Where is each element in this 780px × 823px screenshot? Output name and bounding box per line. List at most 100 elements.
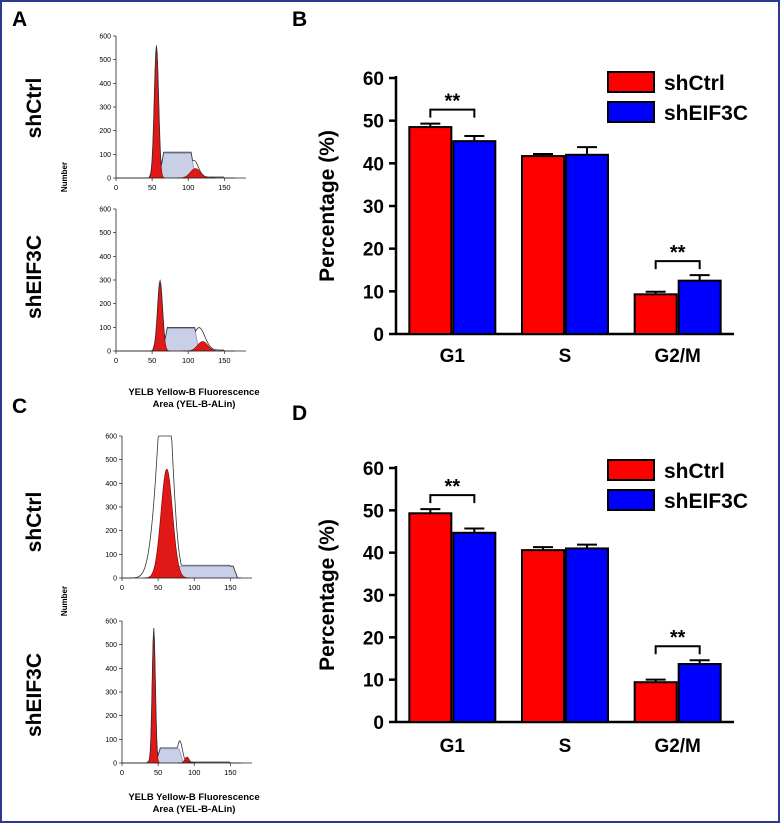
flow-a-shctrl-x-tick-label: 100	[182, 183, 195, 192]
chart-b-significance-bracket	[654, 260, 701, 270]
chart-b-legend-label: shCtrl	[664, 72, 725, 95]
flow-c-shctrl-fit-envelope	[122, 435, 242, 579]
flow-c-shctrl-s-phase-area	[172, 565, 239, 579]
chart-d-y-tick-label: 20	[363, 628, 384, 649]
chart-b-bar	[565, 153, 609, 335]
chart-b-y-axis-title: Percentage (%)	[316, 130, 339, 282]
chart-b-legend-label: shEIF3C	[664, 102, 748, 125]
flow-a-shctrl-x-tick-label: 50	[148, 183, 156, 192]
sample-label-sheif3c-c: shEIF3C	[23, 652, 46, 738]
flow-c-shctrl-y-tick-label: 600	[105, 434, 117, 441]
sample-label-sheif3c-a: shEIF3C	[23, 234, 46, 320]
chart-b-significance-label: **	[445, 91, 461, 113]
chart-b-legend-swatch	[607, 71, 655, 93]
flow-c-sheif3c-y-tick-label: 300	[105, 690, 117, 697]
flow-a-shctrl-y-tick-label: 200	[99, 128, 111, 135]
chart-d-significance-bracket	[429, 494, 476, 504]
flow-c-sheif3c-y-tick-label: 600	[105, 619, 117, 626]
flow-c-sheif3c-y-tick-label: 400	[105, 666, 117, 673]
chart-d-bar	[452, 531, 497, 723]
chart-d-bar	[521, 549, 565, 723]
chart-d-y-tick-label: 10	[363, 671, 384, 692]
flow-panel-c: 0 100 200 300 400 500 600 0 50 100 150 0 100 200 300 4…	[76, 418, 276, 790]
panel-letter-c: C	[12, 395, 28, 418]
flow-c-shctrl-y-tick-label: 0	[113, 576, 117, 583]
flow-c-sheif3c-y-tick-label: 500	[105, 642, 117, 649]
flow-a-shctrl-x-tick-label: 150	[218, 183, 231, 192]
chart-b-legend-swatch	[607, 101, 655, 123]
chart-b-bar	[521, 155, 565, 335]
chart-d-bar	[633, 681, 678, 723]
flow-a-shctrl-y-tick-label: 300	[99, 105, 111, 112]
flow-a-sheif3c-y-tick-label: 500	[99, 230, 111, 237]
chart-d-bar	[408, 512, 453, 724]
flow-a-shctrl-y-tick-label: 0	[107, 176, 111, 183]
flow-c-sheif3c-x-tick-label: 50	[154, 768, 162, 777]
flow-c-sheif3c-y-tick-label: 0	[113, 761, 117, 768]
bar-chart-d: 0 10 20 30 40 50 60 Percentage (%) G1 ** S G2/M ** sh…	[316, 459, 748, 757]
chart-d-y-axis-title: Percentage (%)	[316, 519, 339, 671]
chart-b-y-tick-label: 40	[363, 154, 384, 175]
flow-c-shctrl-x-tick-label: 0	[120, 583, 124, 592]
chart-b-y-tick-label: 0	[373, 325, 384, 346]
flow-c-shctrl-x-tick-label: 150	[224, 583, 237, 592]
y-axis-title-a: Number	[60, 161, 69, 193]
flow-c-shctrl-g1-peak	[143, 468, 190, 579]
flow-c-shctrl-y-tick-label: 500	[105, 457, 117, 464]
chart-d-significance-label: **	[670, 627, 686, 649]
flow-a-shctrl-x-tick-label: 0	[114, 183, 118, 192]
chart-d-legend-label: shEIF3C	[664, 490, 748, 513]
chart-d-bar	[565, 547, 609, 723]
chart-d-legend-swatch	[607, 489, 655, 511]
flow-a-sheif3c-x-tick-label: 50	[148, 356, 156, 365]
flow-c-sheif3c-y-tick-label: 100	[105, 737, 117, 744]
chart-b-y-tick-label: 20	[363, 240, 384, 261]
flow-a-shctrl-s-phase-area	[158, 152, 196, 179]
chart-b-bar	[677, 279, 722, 336]
chart-b-y-tick-label: 30	[363, 197, 384, 218]
sample-label-shctrl-c: shCtrl	[23, 491, 46, 553]
chart-b-x-tick-label: G1	[440, 346, 466, 367]
chart-d-y-tick-label: 30	[363, 586, 384, 607]
chart-d-x-tick-label: G1	[440, 736, 466, 757]
flow-a-shctrl-y-tick-label: 400	[99, 81, 111, 88]
flow-a-sheif3c-y-tick-label: 600	[99, 207, 111, 214]
x-axis-title-c: YELB Yellow-B Fluorescence Area (YEL-B-A…	[94, 792, 294, 816]
chart-b-y-tick-label: 10	[363, 282, 384, 303]
flow-a-sheif3c-y-tick-label: 400	[99, 254, 111, 261]
y-axis-title-c: Number	[60, 585, 69, 617]
chart-b-significance-bracket	[429, 108, 476, 118]
flow-c-shctrl-y-tick-label: 100	[105, 552, 117, 559]
panel-letter-a: A	[12, 8, 28, 31]
flow-a-sheif3c-x-tick-label: 150	[218, 356, 231, 365]
flow-c-sheif3c-x-tick-label: 150	[224, 768, 237, 777]
flow-a-shctrl-y-tick-label: 600	[99, 34, 111, 41]
chart-b-bar	[452, 140, 497, 335]
flow-c-sheif3c-y-tick-label: 200	[105, 713, 117, 720]
flow-a-sheif3c-y-tick-label: 300	[99, 278, 111, 285]
x-axis-title-a-line1: YELB Yellow-B Fluorescence	[128, 387, 260, 398]
x-axis-title-a-line2: Area (YEL-B-ALin)	[152, 399, 236, 410]
chart-b-y-tick-label: 50	[363, 112, 384, 133]
chart-b-y-tick-label: 60	[363, 69, 384, 90]
chart-d-y-tick-label: 0	[373, 713, 384, 734]
flow-c-sheif3c-g1-peak	[147, 632, 161, 764]
flow-a-shctrl-y-tick-label: 500	[99, 57, 111, 64]
flow-c-sheif3c-s-phase-area	[155, 748, 184, 764]
flow-a-sheif3c-x-tick-label: 100	[182, 356, 195, 365]
flow-c-shctrl-x-tick-label: 50	[154, 583, 162, 592]
flow-a-sheif3c-y-tick-label: 200	[99, 301, 111, 308]
chart-d-y-tick-label: 60	[363, 459, 384, 480]
sample-label-shctrl-a: shCtrl	[23, 77, 46, 139]
flow-panel-a: 0 100 200 300 400 500 600 0 50 100 150 0 100 200 300 4…	[76, 22, 278, 382]
chart-d-significance-label: **	[445, 476, 461, 498]
chart-b-x-tick-label: G2/M	[654, 346, 700, 367]
flow-c-sheif3c-fit-envelope	[122, 627, 242, 764]
flow-a-sheif3c-s-phase-area	[162, 328, 200, 352]
flow-c-shctrl-y-tick-label: 300	[105, 505, 117, 512]
flow-c-shctrl-x-tick-label: 100	[188, 583, 201, 592]
x-axis-title-c-line2: Area (YEL-B-ALin)	[152, 804, 236, 815]
